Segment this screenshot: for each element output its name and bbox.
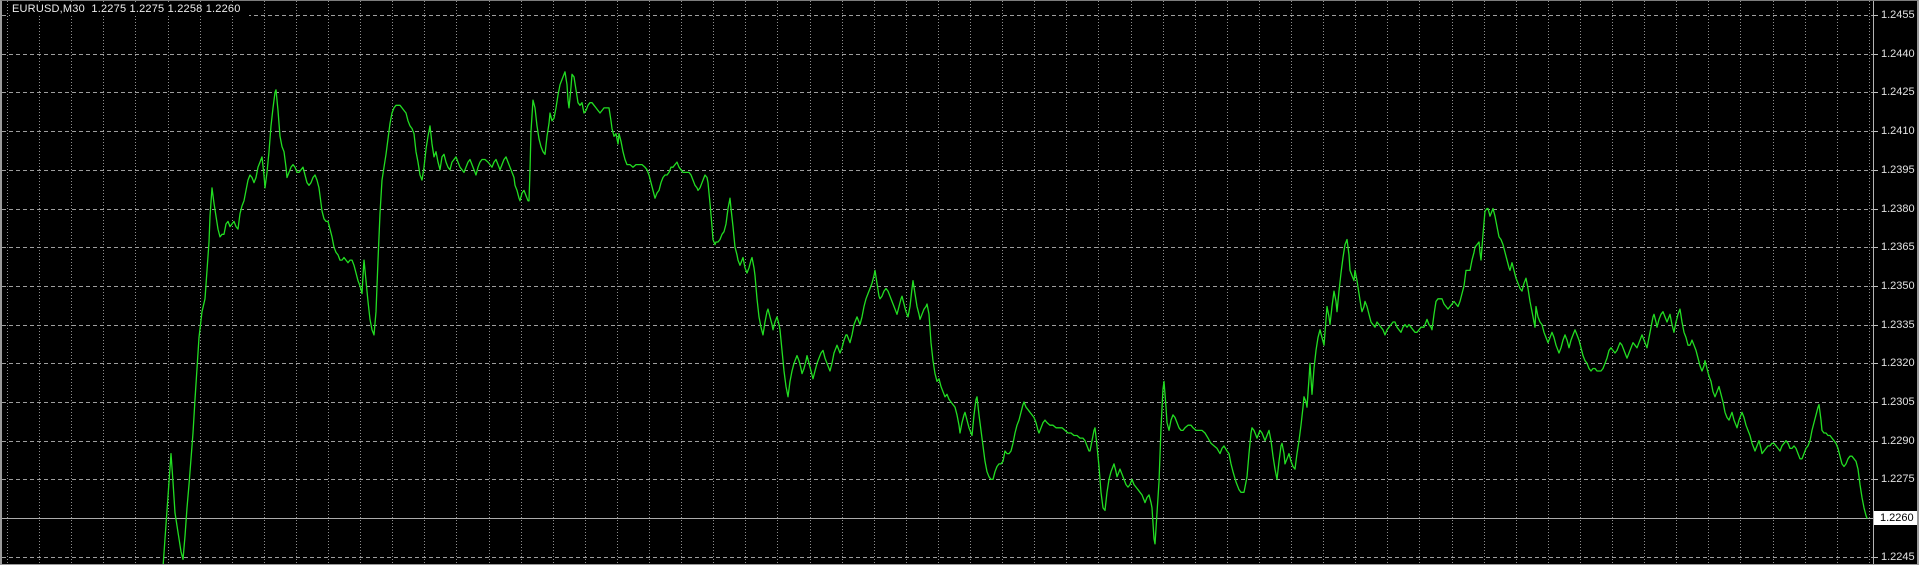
current-price-value: 1.2260 <box>1880 512 1914 524</box>
price-axis-label: 1.2305 <box>1881 396 1915 408</box>
price-axis-label: 1.2425 <box>1881 86 1915 98</box>
price-axis-tick <box>1874 402 1878 403</box>
price-axis-label: 1.2365 <box>1881 241 1915 253</box>
price-axis-label: 1.2350 <box>1881 280 1915 292</box>
price-axis-tick <box>1874 54 1878 55</box>
price-axis-label: 1.2455 <box>1881 9 1915 21</box>
price-line <box>162 71 1868 564</box>
price-axis-tick <box>1874 131 1878 132</box>
price-axis-tick <box>1874 441 1878 442</box>
price-axis-tick <box>1874 92 1878 93</box>
price-axis-tick <box>1874 170 1878 171</box>
price-axis[interactable]: 1.2455 1.2440 1.2425 1.2410 1.2395 1.2380 1.23… <box>1873 1 1917 564</box>
price-axis-tick <box>1874 209 1878 210</box>
price-axis-label: 1.2440 <box>1881 48 1915 60</box>
price-axis-label: 1.2335 <box>1881 319 1915 331</box>
price-axis-label: 1.2395 <box>1881 164 1915 176</box>
price-axis-label: 1.2245 <box>1881 551 1915 563</box>
price-axis-label: 1.2380 <box>1881 203 1915 215</box>
price-axis-label: 1.2320 <box>1881 357 1915 369</box>
ohlc-info: EURUSD,M30 1.2275 1.2275 1.2258 1.2260 <box>10 3 249 16</box>
price-axis-label: 1.2410 <box>1881 125 1915 137</box>
price-axis-tick <box>1874 363 1878 364</box>
price-chart[interactable] <box>2 1 1876 564</box>
price-axis-tick <box>1874 479 1878 480</box>
chart-plot-area[interactable]: EURUSD,M30 1.2275 1.2275 1.2258 1.2260 <box>2 1 1876 564</box>
price-axis-label: 1.2290 <box>1881 435 1915 447</box>
price-axis-tick <box>1874 247 1878 248</box>
price-axis-tick <box>1874 557 1878 558</box>
price-axis-label: 1.2275 <box>1881 473 1915 485</box>
price-axis-tick <box>1874 325 1878 326</box>
current-price-box: 1.2260 <box>1874 511 1917 525</box>
price-axis-tick <box>1874 286 1878 287</box>
price-axis-tick <box>1874 15 1878 16</box>
